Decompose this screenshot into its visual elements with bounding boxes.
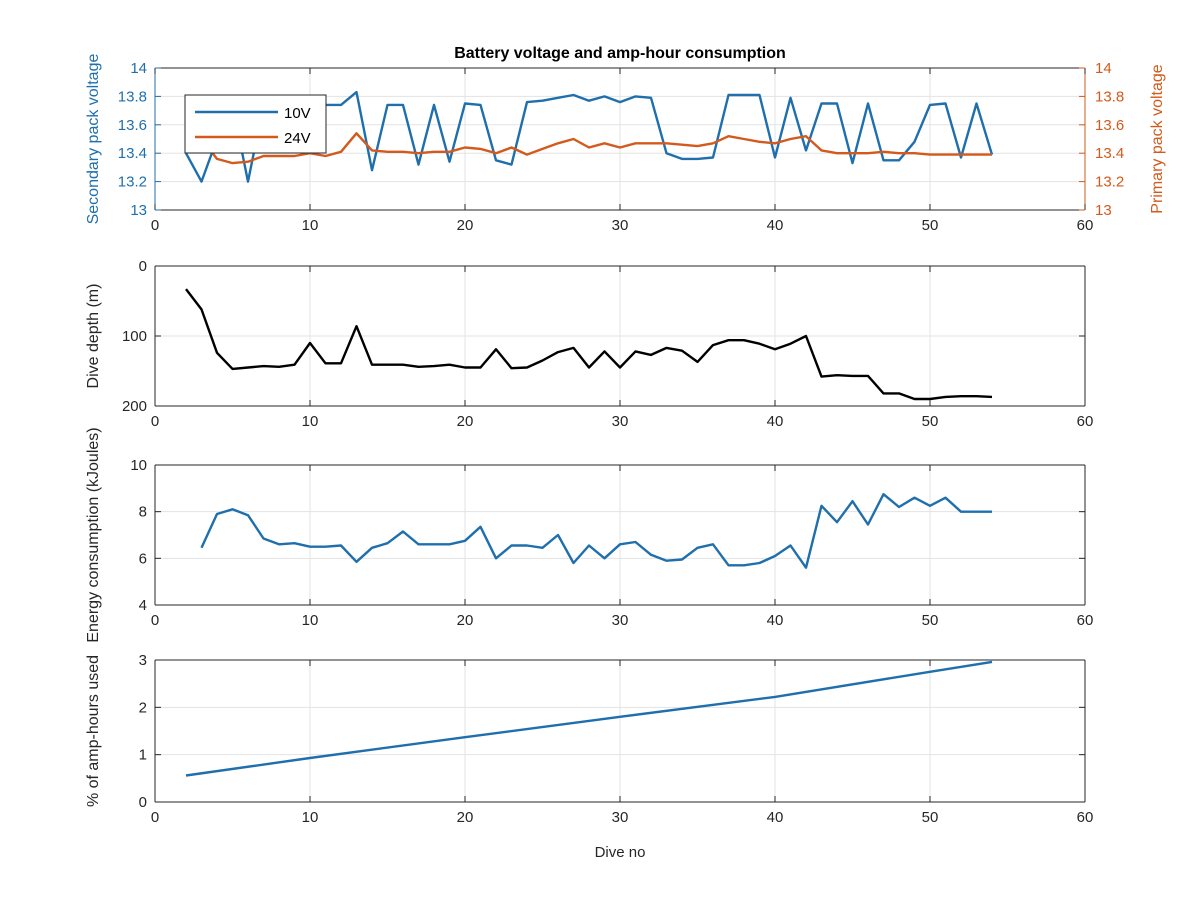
y-axis-label-right: Primary pack voltage [1149,64,1166,213]
x-tick-label: 10 [302,217,319,234]
x-tick-label: 60 [1077,612,1094,629]
x-tick-label: 0 [151,413,159,430]
x-tick-label: 10 [302,809,319,826]
y-tick-label: 10 [130,457,147,474]
y-tick-label: 2 [139,699,147,716]
legend-label-10v: 10V [284,105,311,122]
x-tick-label: 20 [457,413,474,430]
series-line-p4-1 [185,660,993,777]
y-tick-label: 14 [130,60,147,77]
y-tick-label: 100 [122,328,147,345]
series-line-p2-1 [185,288,993,401]
x-tick-label: 60 [1077,809,1094,826]
x-tick-label: 10 [302,413,319,430]
y-tick-label-right: 13 [1095,202,1112,219]
x-tick-label: 0 [151,217,159,234]
x-tick-label: 40 [767,809,784,826]
x-tick-label: 30 [612,809,629,826]
y-tick-label-right: 13.4 [1095,145,1124,162]
x-tick-label: 50 [922,413,939,430]
y-tick-label: 13.2 [118,174,147,191]
chart-panel-2: 0 10 20 30 40 50 60 0 100 200 Dive depth (m) [85,258,1093,430]
y-tick-label: 0 [139,258,147,275]
charts-layer: 0 10 20 30 40 50 601313.213.413.613.8141313.21… [85,54,1166,826]
series-line-p3-1 [200,493,992,569]
x-tick-label: 30 [612,217,629,234]
x-tick-label: 50 [922,809,939,826]
x-tick-label: 50 [922,612,939,629]
y-tick-label: 13.6 [118,117,147,134]
series-line-24v [185,132,992,165]
x-tick-label: 40 [767,217,784,234]
y-tick-label: 4 [139,597,147,614]
y-axis-label: Dive depth (m) [85,284,102,389]
y-tick-label: 13 [130,202,147,219]
y-tick-label: 1 [139,747,147,764]
y-tick-label-right: 13.2 [1095,174,1124,191]
chart-panel-4: 0 10 20 30 40 50 60 0 1 2 3 % of amp-hours used [85,652,1093,826]
x-tick-label: 20 [457,809,474,826]
x-tick-label: 0 [151,612,159,629]
x-tick-label: 50 [922,217,939,234]
x-tick-label: 30 [612,612,629,629]
x-tick-label: 40 [767,612,784,629]
legend-label-24v: 24V [284,130,311,147]
y-tick-label: 3 [139,652,147,669]
y-axis-label: % of amp-hours used [85,655,102,807]
x-tick-label: 60 [1077,413,1094,430]
y-axis-label: Energy consumption (kJoules) [85,427,102,642]
y-tick-label: 13.8 [118,88,147,105]
x-tick-label: 0 [151,809,159,826]
y-tick-label-right: 13.8 [1095,88,1124,105]
y-tick-label: 13.4 [118,145,147,162]
y-tick-label: 200 [122,398,147,415]
y-axis-label: Secondary pack voltage [85,54,102,225]
y-tick-label: 8 [139,504,147,521]
y-tick-label-right: 13.6 [1095,117,1124,134]
x-axis-label: Dive no [595,844,646,861]
x-tick-label: 10 [302,612,319,629]
y-tick-label: 0 [139,794,147,811]
x-tick-label: 30 [612,413,629,430]
y-tick-label: 6 [139,550,147,567]
x-tick-label: 20 [457,217,474,234]
figure-title: Battery voltage and amp-hour consumption [454,45,786,62]
x-tick-label: 40 [767,413,784,430]
chart-panel-1: 0 10 20 30 40 50 601313.213.413.613.8141313.21… [85,54,1166,234]
y-tick-label-right: 14 [1095,60,1112,77]
x-tick-label: 20 [457,612,474,629]
legend-box [184,94,327,154]
chart-panel-3: 0 10 20 30 40 50 60 4 6 8 10 Energy consumption (kJ… [85,427,1093,642]
x-tick-label: 60 [1077,217,1094,234]
